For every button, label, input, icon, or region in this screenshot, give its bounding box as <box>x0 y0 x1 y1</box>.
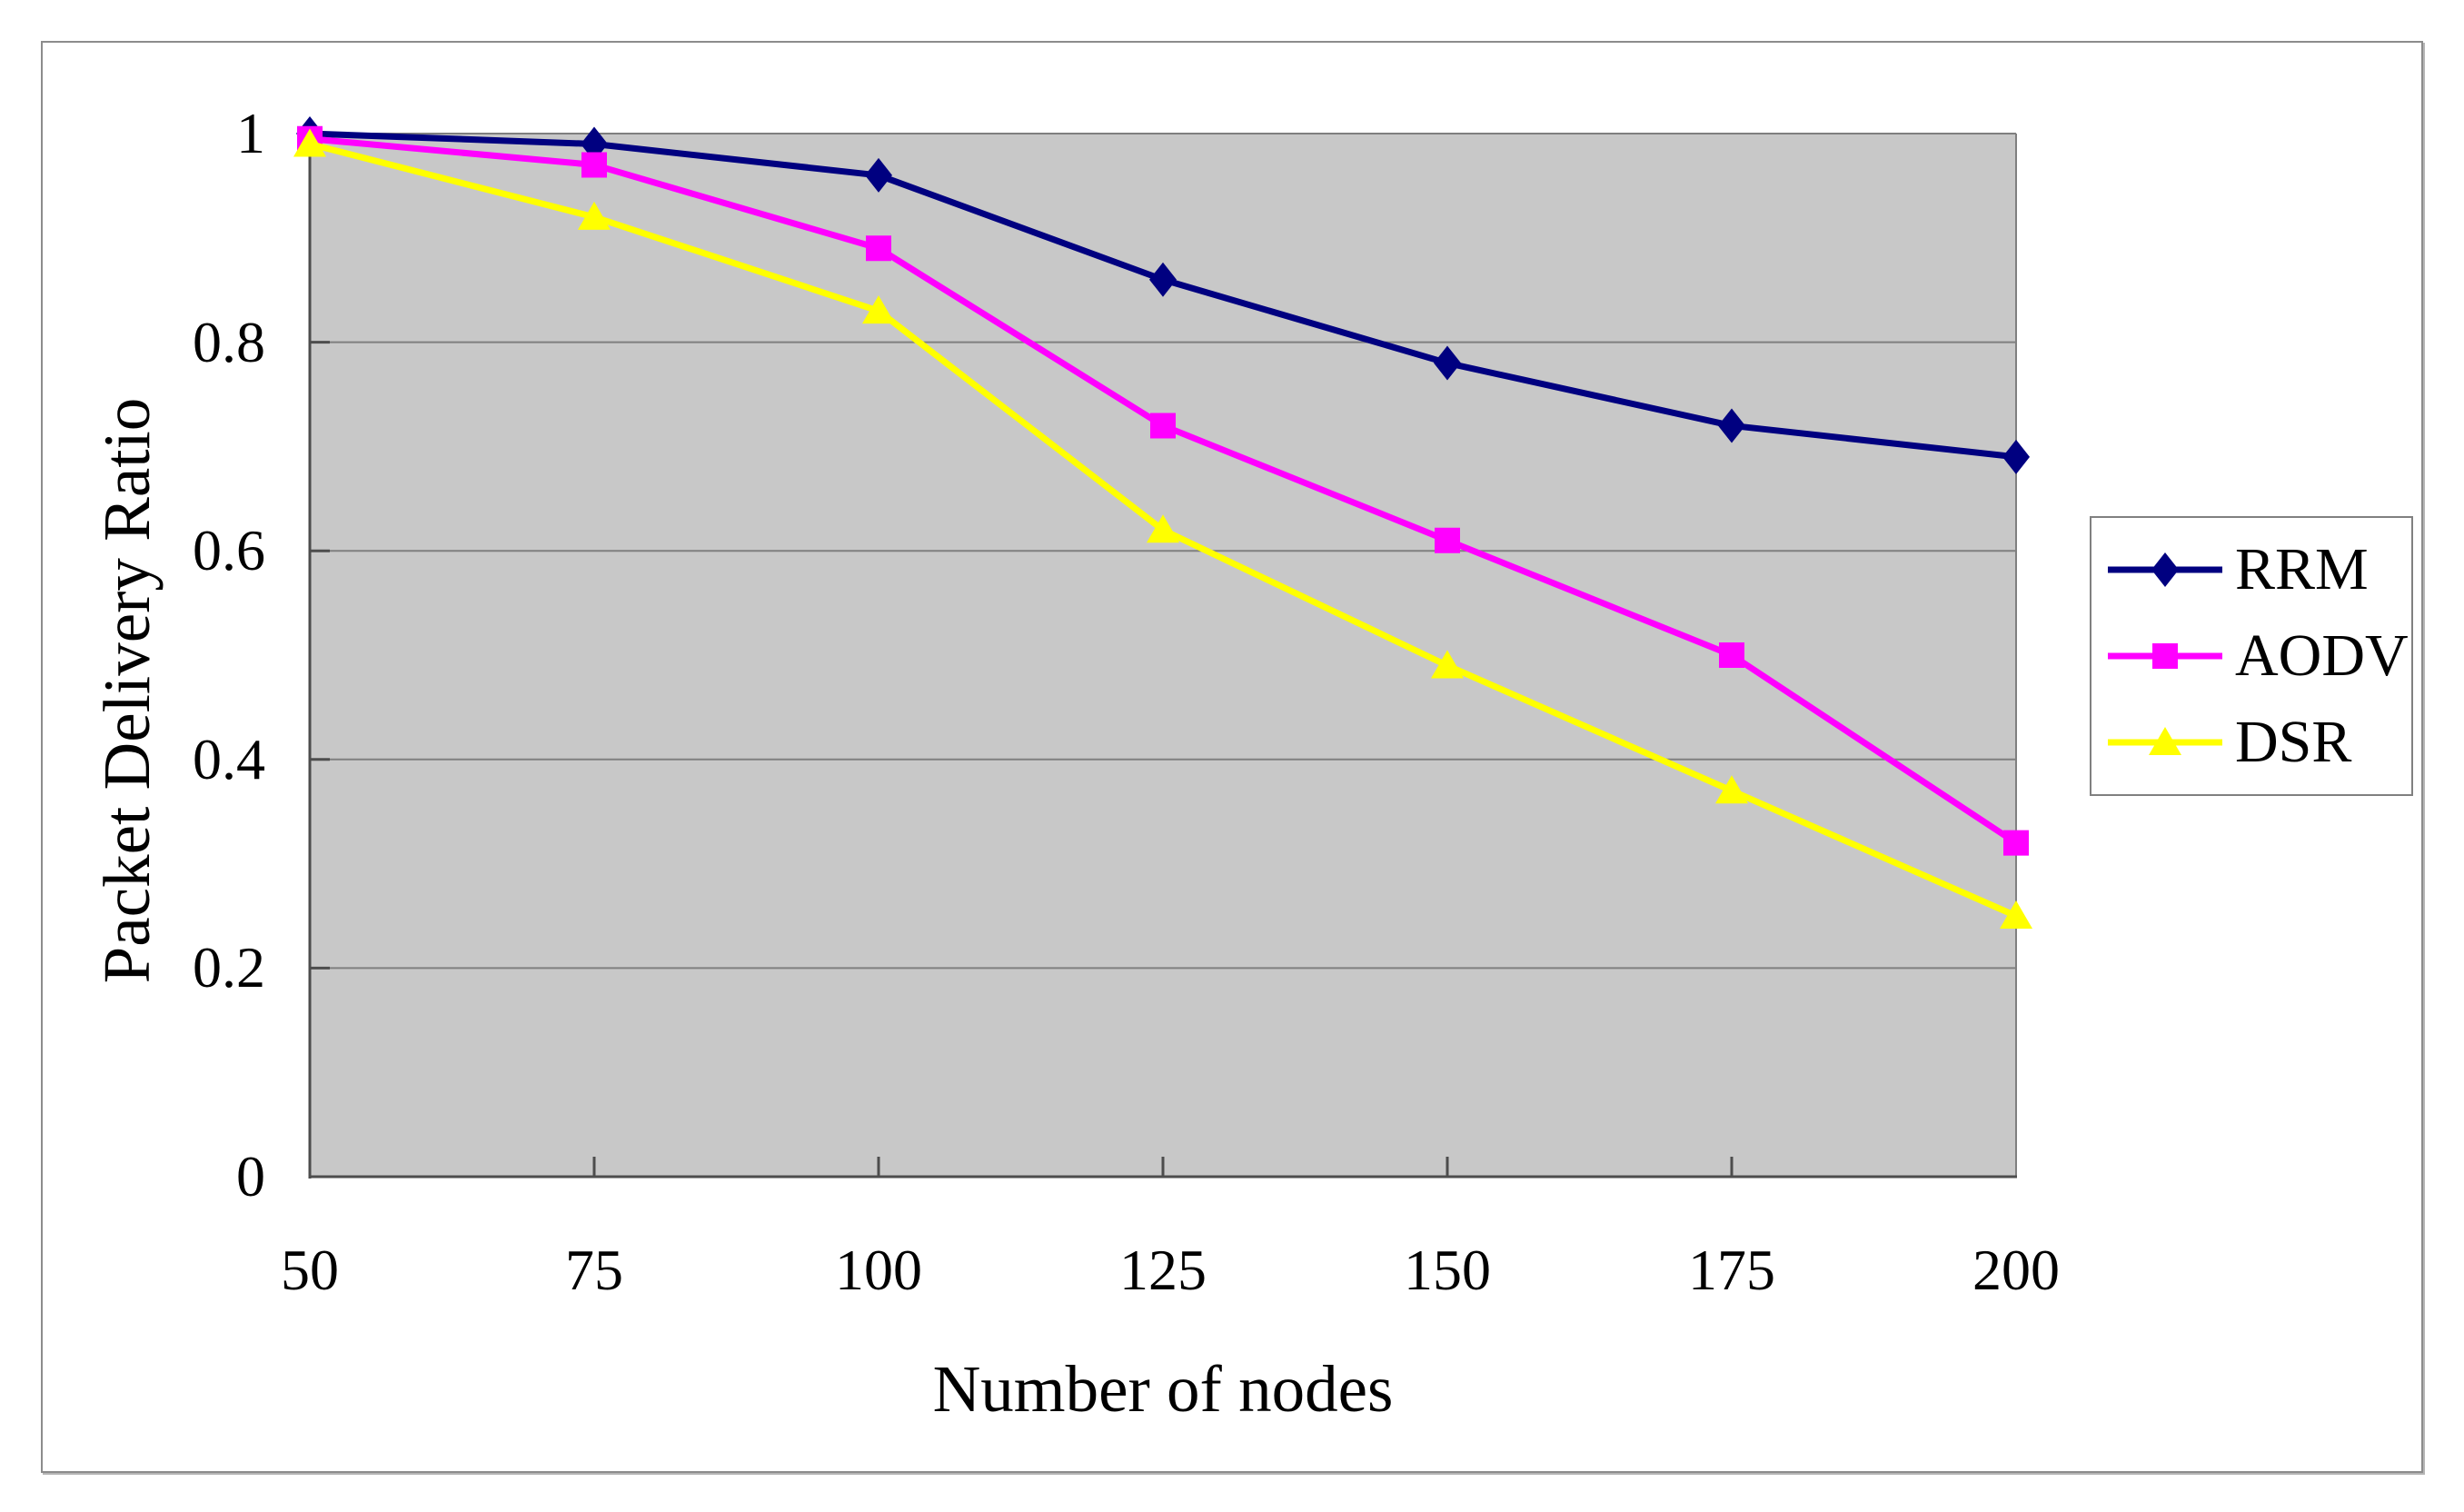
x-tick-label: 150 <box>1404 1238 1491 1302</box>
y-tick-label: 0.4 <box>193 726 265 791</box>
x-tick-label: 200 <box>1972 1238 2060 1302</box>
marker-rrm <box>2002 439 2030 474</box>
marker-dsr <box>1147 514 1179 543</box>
marker-dsr <box>293 128 326 157</box>
marker-aodv <box>1150 413 1176 439</box>
marker-rrm <box>1149 262 1177 297</box>
legend-label: RRM <box>2235 536 2369 603</box>
legend-label: AODV <box>2235 622 2409 689</box>
legend-item-rrm: RRM <box>2106 538 2411 602</box>
y-tick-label: 0.8 <box>193 309 265 374</box>
x-tick-label: 50 <box>281 1238 339 1302</box>
legend-item-dsr: DSR <box>2106 708 2411 775</box>
marker-aodv <box>581 152 607 178</box>
marker-aodv <box>1719 642 1744 668</box>
marker-rrm <box>1434 345 1461 381</box>
legend-marker-square-icon <box>2108 642 2222 669</box>
y-tick-label: 0 <box>236 1144 265 1209</box>
legend-marker <box>2151 552 2179 588</box>
legend-marker <box>2149 726 2181 755</box>
x-tick-label: 175 <box>1688 1238 1775 1302</box>
marker-aodv <box>2003 830 2029 856</box>
legend-marker <box>2152 642 2178 669</box>
legend-label: DSR <box>2235 708 2352 775</box>
y-tick-label: 0.6 <box>193 518 265 583</box>
legend-marker-diamond-icon <box>2108 552 2222 588</box>
y-tick-label: 0.2 <box>193 935 265 1000</box>
marker-rrm <box>865 157 892 193</box>
x-tick-label: 75 <box>565 1238 623 1302</box>
x-axis-title: Number of nodes <box>932 1352 1394 1426</box>
marker-dsr <box>2000 900 2032 929</box>
legend-item-aodv: AODV <box>2106 622 2411 689</box>
x-tick-label: 125 <box>1119 1238 1207 1302</box>
marker-dsr <box>862 295 895 324</box>
y-axis-title: Packet Delivery Ratio <box>90 397 164 984</box>
legend-marker-triangle-icon <box>2108 726 2222 755</box>
legend: RRM AODV DSR <box>2090 516 2413 796</box>
marker-aodv <box>866 235 891 262</box>
marker-rrm <box>1718 408 1745 443</box>
series-aodv <box>297 125 2029 856</box>
y-tick-label: 1 <box>236 101 265 165</box>
marker-aodv <box>1435 527 1460 553</box>
series-dsr <box>293 128 2032 929</box>
x-tick-label: 100 <box>835 1238 922 1302</box>
marker-dsr <box>578 201 611 230</box>
marker-dsr <box>1715 775 1748 804</box>
marker-dsr <box>1431 650 1464 679</box>
